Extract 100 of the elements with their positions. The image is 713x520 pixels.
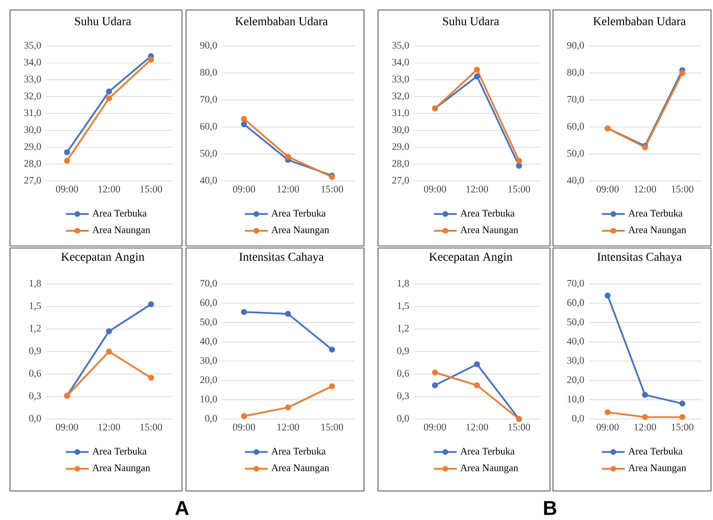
x-tick-label: 15:00 bbox=[672, 186, 694, 192]
x-tick-label: 09:00 bbox=[596, 424, 619, 430]
y-tick-label: 31,0 bbox=[24, 109, 41, 118]
x-tick-label: 15:00 bbox=[321, 424, 344, 430]
y-tick-label: 1,8 bbox=[30, 280, 41, 288]
y-tick-label: 20,0 bbox=[200, 376, 217, 385]
legend-label: Area Naungan bbox=[92, 464, 150, 474]
legend-label: Area Terbuka bbox=[628, 448, 683, 455]
y-tick-label: 30,0 bbox=[392, 126, 409, 134]
chart-title: Suhu Udara bbox=[75, 16, 132, 26]
legend-label: Area Terbuka bbox=[92, 448, 147, 455]
y-tick-label: 0,6 bbox=[397, 370, 409, 378]
y-tick-label: 50,0 bbox=[567, 150, 584, 158]
y-tick-label: 28,0 bbox=[392, 160, 409, 168]
y-tick-label: 10,0 bbox=[200, 396, 217, 404]
legend-label: Area Naungan bbox=[92, 226, 150, 236]
y-tick-label: 0,0 bbox=[397, 414, 409, 424]
y-tick-label: 35,0 bbox=[24, 42, 41, 50]
x-tick-label: 12:00 bbox=[98, 424, 120, 430]
y-tick-label: 32,0 bbox=[392, 92, 409, 101]
x-tick-label: 12:00 bbox=[98, 186, 120, 192]
y-tick-label: 80,0 bbox=[200, 68, 217, 78]
y-tick-label: 60,0 bbox=[200, 299, 217, 308]
y-tick-label: 30,0 bbox=[24, 126, 41, 134]
y-tick-label: 1,8 bbox=[398, 280, 409, 288]
x-tick-label: 12:00 bbox=[634, 186, 656, 192]
y-tick-label: 40,0 bbox=[566, 176, 584, 186]
x-tick-label: 12:00 bbox=[634, 424, 656, 430]
x-tick-label: 09:00 bbox=[596, 186, 619, 192]
x-tick-label: 09:00 bbox=[56, 424, 78, 430]
y-tick-label: 0,0 bbox=[29, 414, 41, 424]
y-tick-label: 70,0 bbox=[200, 280, 217, 288]
x-tick-label: 12:00 bbox=[277, 186, 300, 192]
x-tick-label: 15:00 bbox=[508, 186, 530, 192]
x-tick-label: 09:00 bbox=[424, 186, 446, 192]
y-tick-label: 29,0 bbox=[24, 143, 41, 152]
y-tick-label: 27,0 bbox=[392, 176, 409, 186]
y-tick-label: 20,0 bbox=[567, 376, 584, 385]
y-tick-label: 33,0 bbox=[392, 76, 409, 84]
y-tick-label: 40,0 bbox=[200, 338, 217, 346]
legend-label: Area Terbuka bbox=[271, 210, 326, 217]
chart-title: Kecepatan Angin bbox=[429, 252, 512, 264]
x-tick-label: 15:00 bbox=[672, 424, 694, 430]
x-tick-label: 15:00 bbox=[321, 186, 344, 192]
y-tick-label: 10,0 bbox=[568, 396, 584, 404]
chart-title: Intensitas Cahaya bbox=[239, 252, 324, 264]
y-tick-label: 40,0 bbox=[200, 176, 217, 186]
y-tick-label: 60,0 bbox=[200, 122, 217, 132]
y-tick-label: 60,0 bbox=[567, 299, 584, 308]
y-tick-label: 50,0 bbox=[200, 318, 217, 327]
y-tick-label: 60,0 bbox=[567, 122, 584, 132]
y-tick-label: 32,0 bbox=[24, 92, 41, 101]
legend-label: Area Naungan bbox=[460, 464, 518, 474]
y-tick-label: 1,5 bbox=[30, 302, 41, 311]
y-tick-label: 33,0 bbox=[24, 76, 41, 84]
y-tick-label: 80,0 bbox=[567, 68, 584, 78]
legend-label: Area Naungan bbox=[271, 464, 330, 474]
y-tick-label: 27,0 bbox=[24, 176, 41, 186]
x-tick-label: 12:00 bbox=[466, 186, 488, 192]
y-tick-label: 34,0 bbox=[24, 58, 41, 67]
chart-title: Kecepatan Angin bbox=[61, 252, 144, 264]
legend-label: Area Terbuka bbox=[92, 210, 147, 217]
y-tick-label: 1,2 bbox=[30, 324, 41, 334]
y-tick-label: 90,0 bbox=[200, 42, 217, 50]
y-tick-label: 70,0 bbox=[567, 280, 584, 288]
y-tick-label: 31,0 bbox=[392, 109, 409, 118]
legend-label: Area Terbuka bbox=[460, 448, 515, 455]
y-tick-label: 30,0 bbox=[567, 357, 584, 366]
y-tick-label: 50,0 bbox=[200, 150, 217, 158]
y-tick-label: 0,0 bbox=[205, 414, 217, 424]
x-tick-label: 09:00 bbox=[424, 424, 446, 430]
x-tick-label: 12:00 bbox=[277, 424, 300, 430]
legend-label: Area Naungan bbox=[271, 226, 330, 236]
y-tick-label: 28,0 bbox=[24, 160, 41, 168]
y-tick-label: 50,0 bbox=[567, 318, 584, 327]
x-tick-label: 12:00 bbox=[466, 424, 488, 430]
text: A bbox=[175, 501, 189, 515]
y-tick-label: 70,0 bbox=[567, 96, 584, 104]
chart-title: Kelembaban Udara bbox=[235, 16, 328, 26]
y-tick-label: 0,9 bbox=[29, 347, 41, 356]
legend-label: Area Naungan bbox=[628, 226, 686, 236]
y-tick-label: 0,3 bbox=[29, 392, 41, 401]
chart-title: Kelembaban Udara bbox=[593, 16, 686, 26]
y-tick-label: 30,0 bbox=[200, 357, 217, 366]
x-tick-label: 15:00 bbox=[508, 424, 530, 430]
y-tick-label: 70,0 bbox=[200, 96, 217, 104]
x-tick-label: 09:00 bbox=[56, 186, 78, 192]
y-tick-label: 34,0 bbox=[392, 58, 409, 67]
x-tick-label: 15:00 bbox=[140, 424, 162, 430]
legend-label: Area Terbuka bbox=[271, 448, 326, 455]
text: B bbox=[544, 501, 556, 515]
chart-title: Suhu Udara bbox=[443, 16, 500, 26]
y-tick-label: 0,3 bbox=[397, 392, 409, 401]
y-tick-label: 90,0 bbox=[567, 42, 584, 50]
y-tick-label: 29,0 bbox=[392, 143, 409, 152]
y-tick-label: 40,0 bbox=[566, 338, 584, 346]
y-tick-label: 0,9 bbox=[397, 347, 409, 356]
x-tick-label: 15:00 bbox=[140, 186, 162, 192]
chart-title: Intensitas Cahaya bbox=[597, 252, 682, 264]
x-tick-label: 09:00 bbox=[232, 424, 256, 430]
